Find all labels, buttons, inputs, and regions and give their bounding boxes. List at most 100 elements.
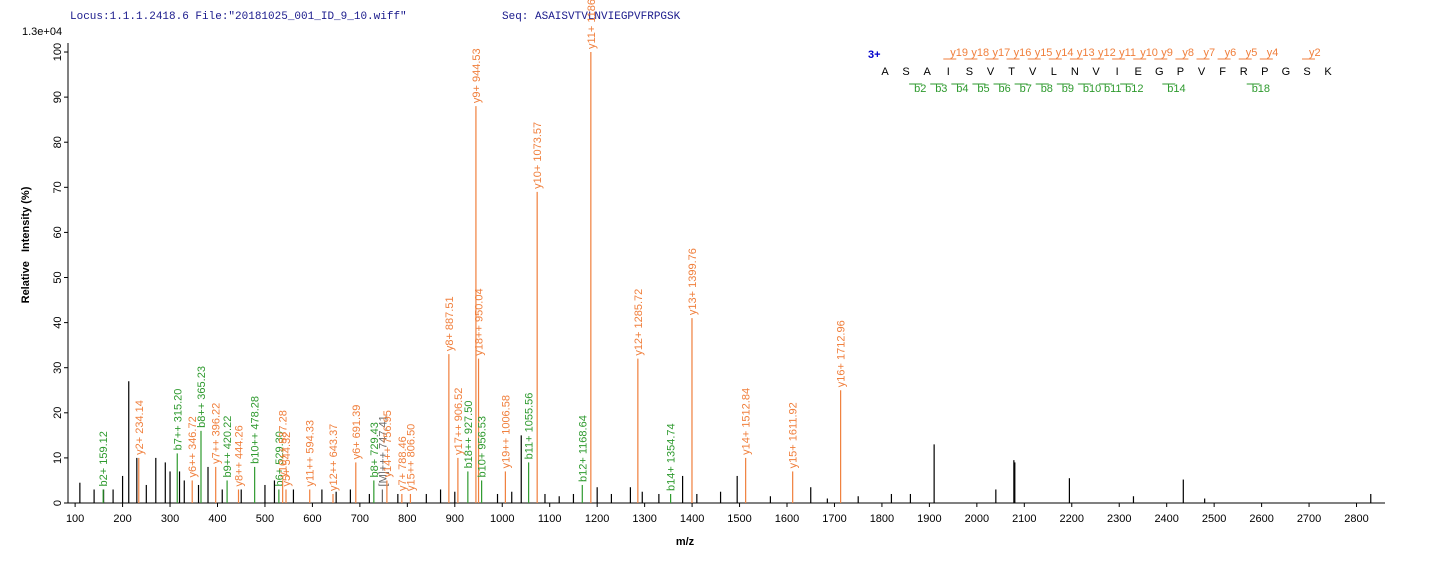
- peak-label: y12+ 1285.72: [633, 289, 645, 356]
- peak-label: y6++ 346.72: [187, 416, 199, 477]
- residue: P: [1177, 66, 1184, 78]
- x-tick-label: 900: [446, 513, 464, 525]
- peak-label: y16+ 1712.96: [836, 320, 848, 387]
- y-tick-label: 100: [52, 43, 64, 61]
- x-tick-label: 2200: [1060, 513, 1084, 525]
- y-ion-label: y4: [1267, 47, 1279, 59]
- x-tick-label: 1600: [775, 513, 799, 525]
- residue: V: [1198, 66, 1206, 78]
- x-tick-label: 2000: [965, 513, 989, 525]
- y-ion-label: y19: [950, 47, 968, 59]
- y-tick-label: 40: [52, 316, 64, 328]
- peak-label: y2+ 234.14: [134, 400, 146, 455]
- y-ion-label: y6: [1225, 47, 1237, 59]
- peak-label: b11+ 1055.56: [524, 393, 536, 460]
- x-tick-label: 2600: [1249, 513, 1273, 525]
- b-ion-label: b8: [1041, 83, 1053, 95]
- y-tick-label: 70: [52, 181, 64, 193]
- x-tick-label: 2500: [1202, 513, 1226, 525]
- y-tick-label: 50: [52, 271, 64, 283]
- peak-label: y8+ 887.51: [444, 296, 456, 351]
- b-ion-label: b3: [935, 83, 947, 95]
- x-tick-label: 2100: [1012, 513, 1036, 525]
- residue: T: [1008, 66, 1015, 78]
- peak-label: y5+ 544.32: [281, 432, 293, 487]
- x-tick-label: 1300: [632, 513, 656, 525]
- y-tick-label: 10: [52, 452, 64, 464]
- b-ion-label: b18: [1252, 83, 1270, 95]
- peak-label: y19++ 1006.58: [500, 395, 512, 468]
- residue: V: [987, 66, 995, 78]
- y-ion-label: y2: [1309, 47, 1321, 59]
- x-tick-label: 1900: [917, 513, 941, 525]
- y-tick-label: 20: [52, 407, 64, 419]
- x-tick-label: 400: [208, 513, 226, 525]
- peak-label: b6+ 529.30: [274, 431, 286, 486]
- y-tick-label: 90: [52, 91, 64, 103]
- y-ion-label: y18: [971, 47, 989, 59]
- x-tick-label: 800: [398, 513, 416, 525]
- peak-label: [M]+++ 747.41: [377, 415, 389, 486]
- x-tick-label: 500: [256, 513, 274, 525]
- peak-label: y6+ 691.39: [351, 405, 363, 460]
- residue: S: [966, 66, 973, 78]
- y-ion-label: y16: [1014, 47, 1032, 59]
- residue: I: [947, 66, 950, 78]
- b-ion-label: b9: [1062, 83, 1074, 95]
- peak-label: y14++ 756.95: [382, 410, 394, 477]
- peak-label: y14+ 1512.84: [741, 388, 753, 455]
- x-axis-label: m/z: [676, 536, 695, 548]
- b-ion-label: b4: [956, 83, 968, 95]
- b-ion-label: b7: [1020, 83, 1032, 95]
- residue: G: [1155, 66, 1164, 78]
- peak-label: b14+ 1354.74: [666, 423, 678, 491]
- residue: I: [1116, 66, 1119, 78]
- peak-label: b18++ 927.50: [463, 401, 475, 469]
- peak-label: y17++ 906.52: [453, 388, 465, 455]
- b-ion-label: b12: [1125, 83, 1143, 95]
- charge-label: 3+: [868, 49, 881, 61]
- x-tick-label: 700: [351, 513, 369, 525]
- y-tick-label: 80: [52, 136, 64, 148]
- y-ion-label: y9: [1161, 47, 1173, 59]
- peak-label: b10+ 956.53: [477, 416, 489, 477]
- x-tick-label: 600: [303, 513, 321, 525]
- y-ion-label: y14: [1056, 47, 1074, 59]
- residue: S: [1303, 66, 1310, 78]
- y-ion-label: y17: [993, 47, 1011, 59]
- y-ion-label: y12: [1098, 47, 1116, 59]
- scale-label: 1.3e+04: [22, 26, 62, 38]
- residue: L: [1051, 66, 1057, 78]
- residue: V: [1092, 66, 1100, 78]
- x-tick-label: 1800: [870, 513, 894, 525]
- y-ion-label: y11: [1119, 47, 1136, 59]
- peak-label: y11++ 594.33: [305, 420, 317, 486]
- residue: R: [1240, 66, 1248, 78]
- x-tick-label: 200: [113, 513, 131, 525]
- residue: P: [1261, 66, 1268, 78]
- peak-label: y18++ 950.04: [474, 288, 486, 355]
- x-tick-label: 1100: [538, 513, 562, 525]
- residue: V: [1029, 66, 1037, 78]
- peak-label: y15++ 806.50: [405, 424, 417, 491]
- residue: G: [1282, 66, 1291, 78]
- residue: N: [1071, 66, 1079, 78]
- peak-label: b10++ 478.28: [250, 396, 262, 464]
- x-tick-label: 300: [161, 513, 179, 525]
- b-ion-label: b11: [1104, 83, 1122, 95]
- peak-label: y9+ 944.53: [471, 48, 483, 103]
- peak-label: b8++ 365.23: [196, 366, 208, 428]
- y-tick-label: 60: [52, 226, 64, 238]
- y-ion-label: y8: [1182, 47, 1194, 59]
- residue: F: [1219, 66, 1226, 78]
- x-tick-label: 1700: [822, 513, 846, 525]
- peak-label: y7+ 788.46: [397, 436, 409, 491]
- b-ion-label: b5: [977, 83, 989, 95]
- peak-label: y12++ 643.37: [328, 424, 340, 491]
- y-tick-label: 30: [52, 362, 64, 374]
- b-ion-label: b2: [914, 83, 926, 95]
- x-tick-label: 2400: [1154, 513, 1178, 525]
- x-tick-label: 2700: [1297, 513, 1321, 525]
- residue: K: [1324, 66, 1332, 78]
- peak-label: y13+ 1399.76: [687, 248, 699, 315]
